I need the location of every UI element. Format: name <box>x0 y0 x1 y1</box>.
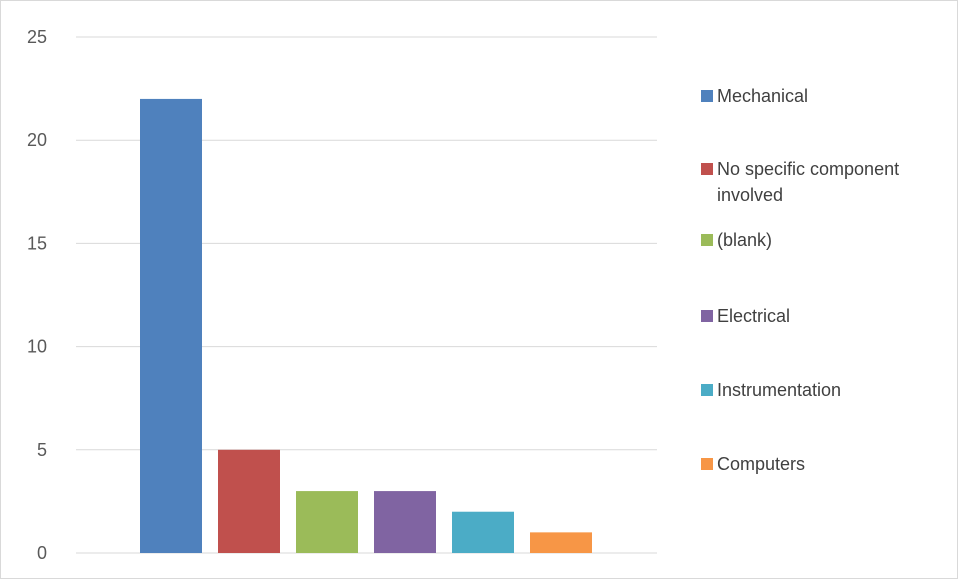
legend-swatch <box>701 458 713 470</box>
bars <box>140 98 592 554</box>
bar-instrumentation <box>452 511 514 553</box>
bar-mechanical <box>140 98 202 554</box>
y-tick-label: 15 <box>27 233 47 253</box>
legend-label: No specific component involved <box>717 159 900 205</box>
legend-item: Instrumentation <box>701 377 947 403</box>
legend-label: Instrumentation <box>717 380 842 400</box>
y-tick-label: 5 <box>37 440 47 460</box>
legend-swatch <box>701 310 713 322</box>
legend: Mechanical No specific component involved… <box>701 1 951 578</box>
legend-swatch <box>701 384 713 396</box>
bar-computers <box>530 532 592 553</box>
y-tick-label: 0 <box>37 543 47 563</box>
legend-label: Mechanical <box>717 86 809 106</box>
y-tick-label: 10 <box>27 337 47 357</box>
y-axis-tick-labels: 0 5 10 15 20 25 <box>27 27 47 563</box>
legend-item: Computers <box>701 451 947 477</box>
bar-no-specific-component-involved <box>218 449 280 553</box>
legend-item: Mechanical <box>701 83 947 109</box>
legend-swatch <box>701 90 713 102</box>
legend-swatch <box>701 234 713 246</box>
bar-blank <box>296 491 358 553</box>
legend-label: (blank) <box>717 230 773 250</box>
y-tick-label: 25 <box>27 27 47 47</box>
legend-label: Computers <box>717 454 806 474</box>
legend-item: (blank) <box>701 227 947 253</box>
legend-item: Electrical <box>701 303 947 329</box>
y-tick-label: 20 <box>27 130 47 150</box>
legend-label: Electrical <box>717 306 791 326</box>
bar-electrical <box>374 491 436 553</box>
legend-item: No specific component involved <box>701 156 947 208</box>
legend-swatch <box>701 163 713 175</box>
